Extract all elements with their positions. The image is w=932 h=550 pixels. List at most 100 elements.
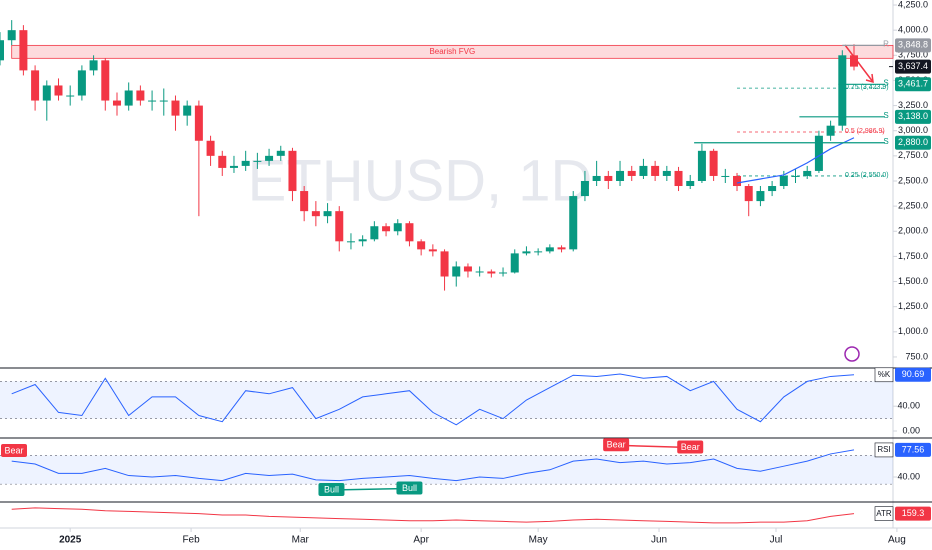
candle-body	[229, 165, 238, 168]
candle-body	[814, 135, 823, 171]
fvg-label: Bearish FVG	[429, 47, 475, 56]
candle-body	[7, 30, 16, 41]
candle-body	[604, 175, 613, 181]
candle-body	[241, 160, 250, 166]
signal-label: Bear	[607, 440, 626, 450]
indicator-name-box	[874, 442, 894, 458]
price-tag	[895, 506, 931, 521]
candle-body	[393, 223, 402, 232]
x-tick-label: Jul	[770, 535, 783, 546]
y-tick-label: 3,250.0	[898, 100, 928, 110]
price-tag	[895, 367, 931, 382]
signal-label: Bear	[4, 445, 23, 455]
candle-body	[756, 191, 765, 202]
price-tag-label: 3,637.4	[898, 61, 928, 71]
price-tag	[895, 135, 931, 150]
candle-body	[791, 175, 800, 177]
y-tick-label: 1,000.0	[898, 326, 928, 336]
price-tag	[895, 38, 931, 53]
signal-label: Bear	[681, 442, 700, 452]
candle-body	[522, 251, 531, 254]
indicator-line	[11, 449, 855, 482]
indicator-line	[11, 507, 855, 524]
candle-body	[510, 253, 519, 273]
candle-body	[487, 271, 496, 274]
price-tag-label: 2,880.0	[898, 137, 928, 147]
candle-body	[265, 155, 274, 161]
candle-body	[77, 70, 86, 96]
x-tick-label: Aug	[888, 535, 906, 546]
candle-body	[31, 70, 40, 101]
candle-body	[358, 239, 367, 242]
candle-body	[288, 150, 297, 192]
candle-body	[686, 180, 695, 187]
y-tick-label: 1,250.0	[898, 301, 928, 311]
candle-body	[276, 150, 285, 156]
candle-body	[440, 251, 449, 277]
candle-body	[0, 40, 4, 61]
level-label: S	[883, 78, 888, 87]
price-tag-label: 90.69	[902, 369, 925, 379]
candle-body	[463, 266, 472, 272]
candle-body	[709, 150, 718, 176]
candle-body	[733, 175, 742, 187]
candle-body	[335, 211, 344, 242]
candle-body	[66, 95, 75, 97]
candle-body	[148, 100, 157, 102]
x-tick-label: Apr	[413, 535, 429, 546]
moving-average	[736, 137, 855, 184]
y-tick-label: 2,750.0	[898, 150, 928, 160]
fib-label: 0.5 (2,986.9)	[845, 128, 885, 135]
y-tick-label: 4,000.0	[898, 25, 928, 35]
price-tag-label: 77.56	[902, 444, 925, 454]
watermark: ETHUSD, 1D	[248, 148, 593, 213]
indicator-line	[11, 373, 855, 426]
candle-body	[697, 150, 706, 181]
candle-body	[592, 175, 601, 181]
level-label: S	[883, 137, 888, 146]
x-tick-label: May	[529, 535, 548, 546]
candle-body	[850, 55, 859, 67]
candle-body	[89, 60, 98, 71]
candle-body	[218, 155, 227, 168]
price-tag	[895, 442, 931, 457]
price-tag-label: 159.3	[902, 508, 925, 518]
candle-body	[112, 100, 121, 106]
indicator-name-box	[874, 367, 894, 383]
y-tick-label: 1,750.0	[898, 251, 928, 261]
indicator-name: ATR	[876, 509, 892, 518]
y-tick-label: 2,000.0	[898, 226, 928, 236]
level-label: S	[883, 111, 888, 120]
candle-body	[569, 196, 578, 250]
candle-body	[124, 90, 133, 106]
candle-body	[405, 223, 414, 242]
indicator-name: %K	[878, 370, 891, 379]
candle-body	[803, 170, 812, 176]
signal-box	[1, 444, 27, 458]
candle-body	[382, 226, 391, 232]
candle-body	[639, 165, 648, 176]
price-tag-label: 3,138.0	[898, 111, 928, 121]
candle-body	[651, 165, 660, 176]
candle-body	[194, 105, 203, 141]
candle-body	[54, 85, 63, 96]
price-tag	[895, 77, 931, 92]
y-tick-label: 750.0	[905, 351, 928, 361]
x-tick-label: Mar	[292, 535, 310, 546]
candle-body	[253, 160, 262, 162]
candle-body	[662, 170, 671, 176]
level-label: R	[883, 39, 889, 48]
y-tick-label: 2,500.0	[898, 175, 928, 185]
y-tick-label: 0.00	[902, 425, 920, 435]
signal-box	[603, 438, 630, 452]
x-tick-label: Jun	[651, 535, 667, 546]
candle-body	[838, 55, 847, 126]
signal-label: Bull	[402, 483, 417, 493]
candle-body	[826, 125, 835, 136]
signal-box	[677, 440, 704, 454]
price-tag	[895, 109, 931, 124]
y-tick-label: 3,000.0	[898, 125, 928, 135]
indicator-name: RSI	[877, 445, 890, 454]
candle-body	[346, 241, 355, 243]
